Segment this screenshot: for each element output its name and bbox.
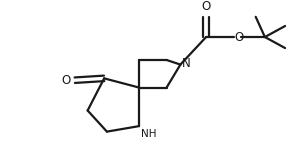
Text: O: O <box>62 74 71 87</box>
Text: NH: NH <box>141 129 156 139</box>
Text: O: O <box>235 31 244 44</box>
Text: N: N <box>182 57 191 70</box>
Text: O: O <box>201 0 211 13</box>
